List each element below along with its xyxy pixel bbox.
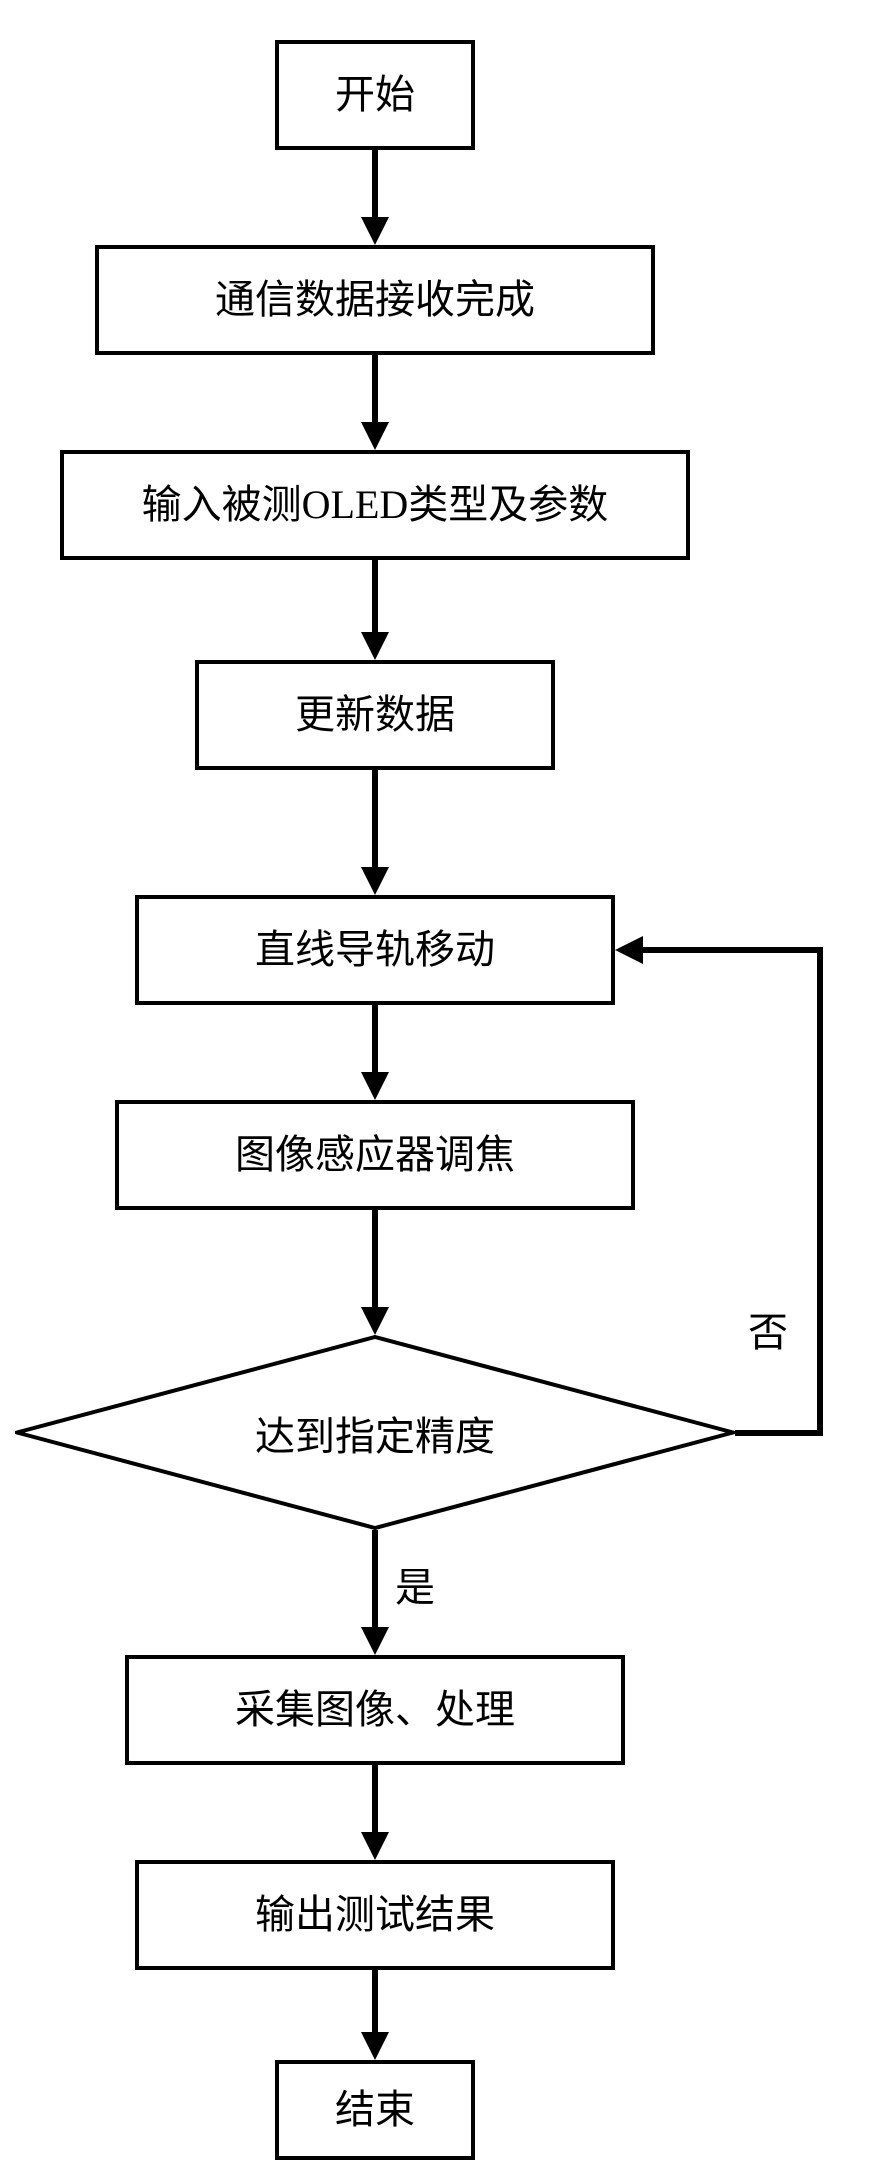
node-prec: 达到指定精度 (15, 1335, 735, 1530)
node-recv: 通信数据接收完成 (95, 245, 655, 355)
arrow-head (361, 1307, 389, 1335)
edge-segment (639, 947, 823, 953)
arrow-head (361, 1072, 389, 1100)
edge-segment (735, 1430, 823, 1436)
arrow-head (361, 422, 389, 450)
edge-segment (372, 1005, 378, 1076)
arrow-head (361, 217, 389, 245)
node-label: 开始 (335, 71, 415, 119)
edge-segment (372, 560, 378, 636)
node-label: 输入被测OLED类型及参数 (142, 481, 609, 529)
edge-segment (372, 1210, 378, 1311)
edge-label: 是 (395, 1555, 435, 1613)
edge-label: 否 (748, 1300, 788, 1358)
node-move: 直线导轨移动 (135, 895, 615, 1005)
node-input: 输入被测OLED类型及参数 (60, 450, 690, 560)
node-label: 直线导轨移动 (255, 926, 495, 974)
edge-segment (817, 950, 823, 1433)
node-label: 达到指定精度 (15, 1335, 735, 1530)
arrow-head (361, 632, 389, 660)
node-label: 更新数据 (295, 691, 455, 739)
edge-segment (372, 770, 378, 871)
node-update: 更新数据 (195, 660, 555, 770)
node-label: 输出测试结果 (255, 1891, 495, 1939)
edge-segment (372, 1530, 378, 1631)
edge-segment (372, 1970, 378, 2036)
flowchart-canvas: 开始通信数据接收完成输入被测OLED类型及参数更新数据直线导轨移动图像感应器调焦… (0, 0, 875, 2171)
arrow-head (361, 1627, 389, 1655)
node-label: 图像感应器调焦 (235, 1131, 515, 1179)
node-label: 采集图像、处理 (235, 1686, 515, 1734)
edge-segment (372, 1765, 378, 1836)
arrow-head (361, 867, 389, 895)
edge-segment (372, 150, 378, 221)
node-output: 输出测试结果 (135, 1860, 615, 1970)
edge-segment (372, 355, 378, 426)
node-capture: 采集图像、处理 (125, 1655, 625, 1765)
node-start: 开始 (275, 40, 475, 150)
arrow-head (361, 2032, 389, 2060)
arrow-head (615, 936, 643, 964)
node-label: 通信数据接收完成 (215, 276, 535, 324)
node-end: 结束 (275, 2060, 475, 2160)
node-label: 结束 (335, 2086, 415, 2134)
node-focus: 图像感应器调焦 (115, 1100, 635, 1210)
arrow-head (361, 1832, 389, 1860)
